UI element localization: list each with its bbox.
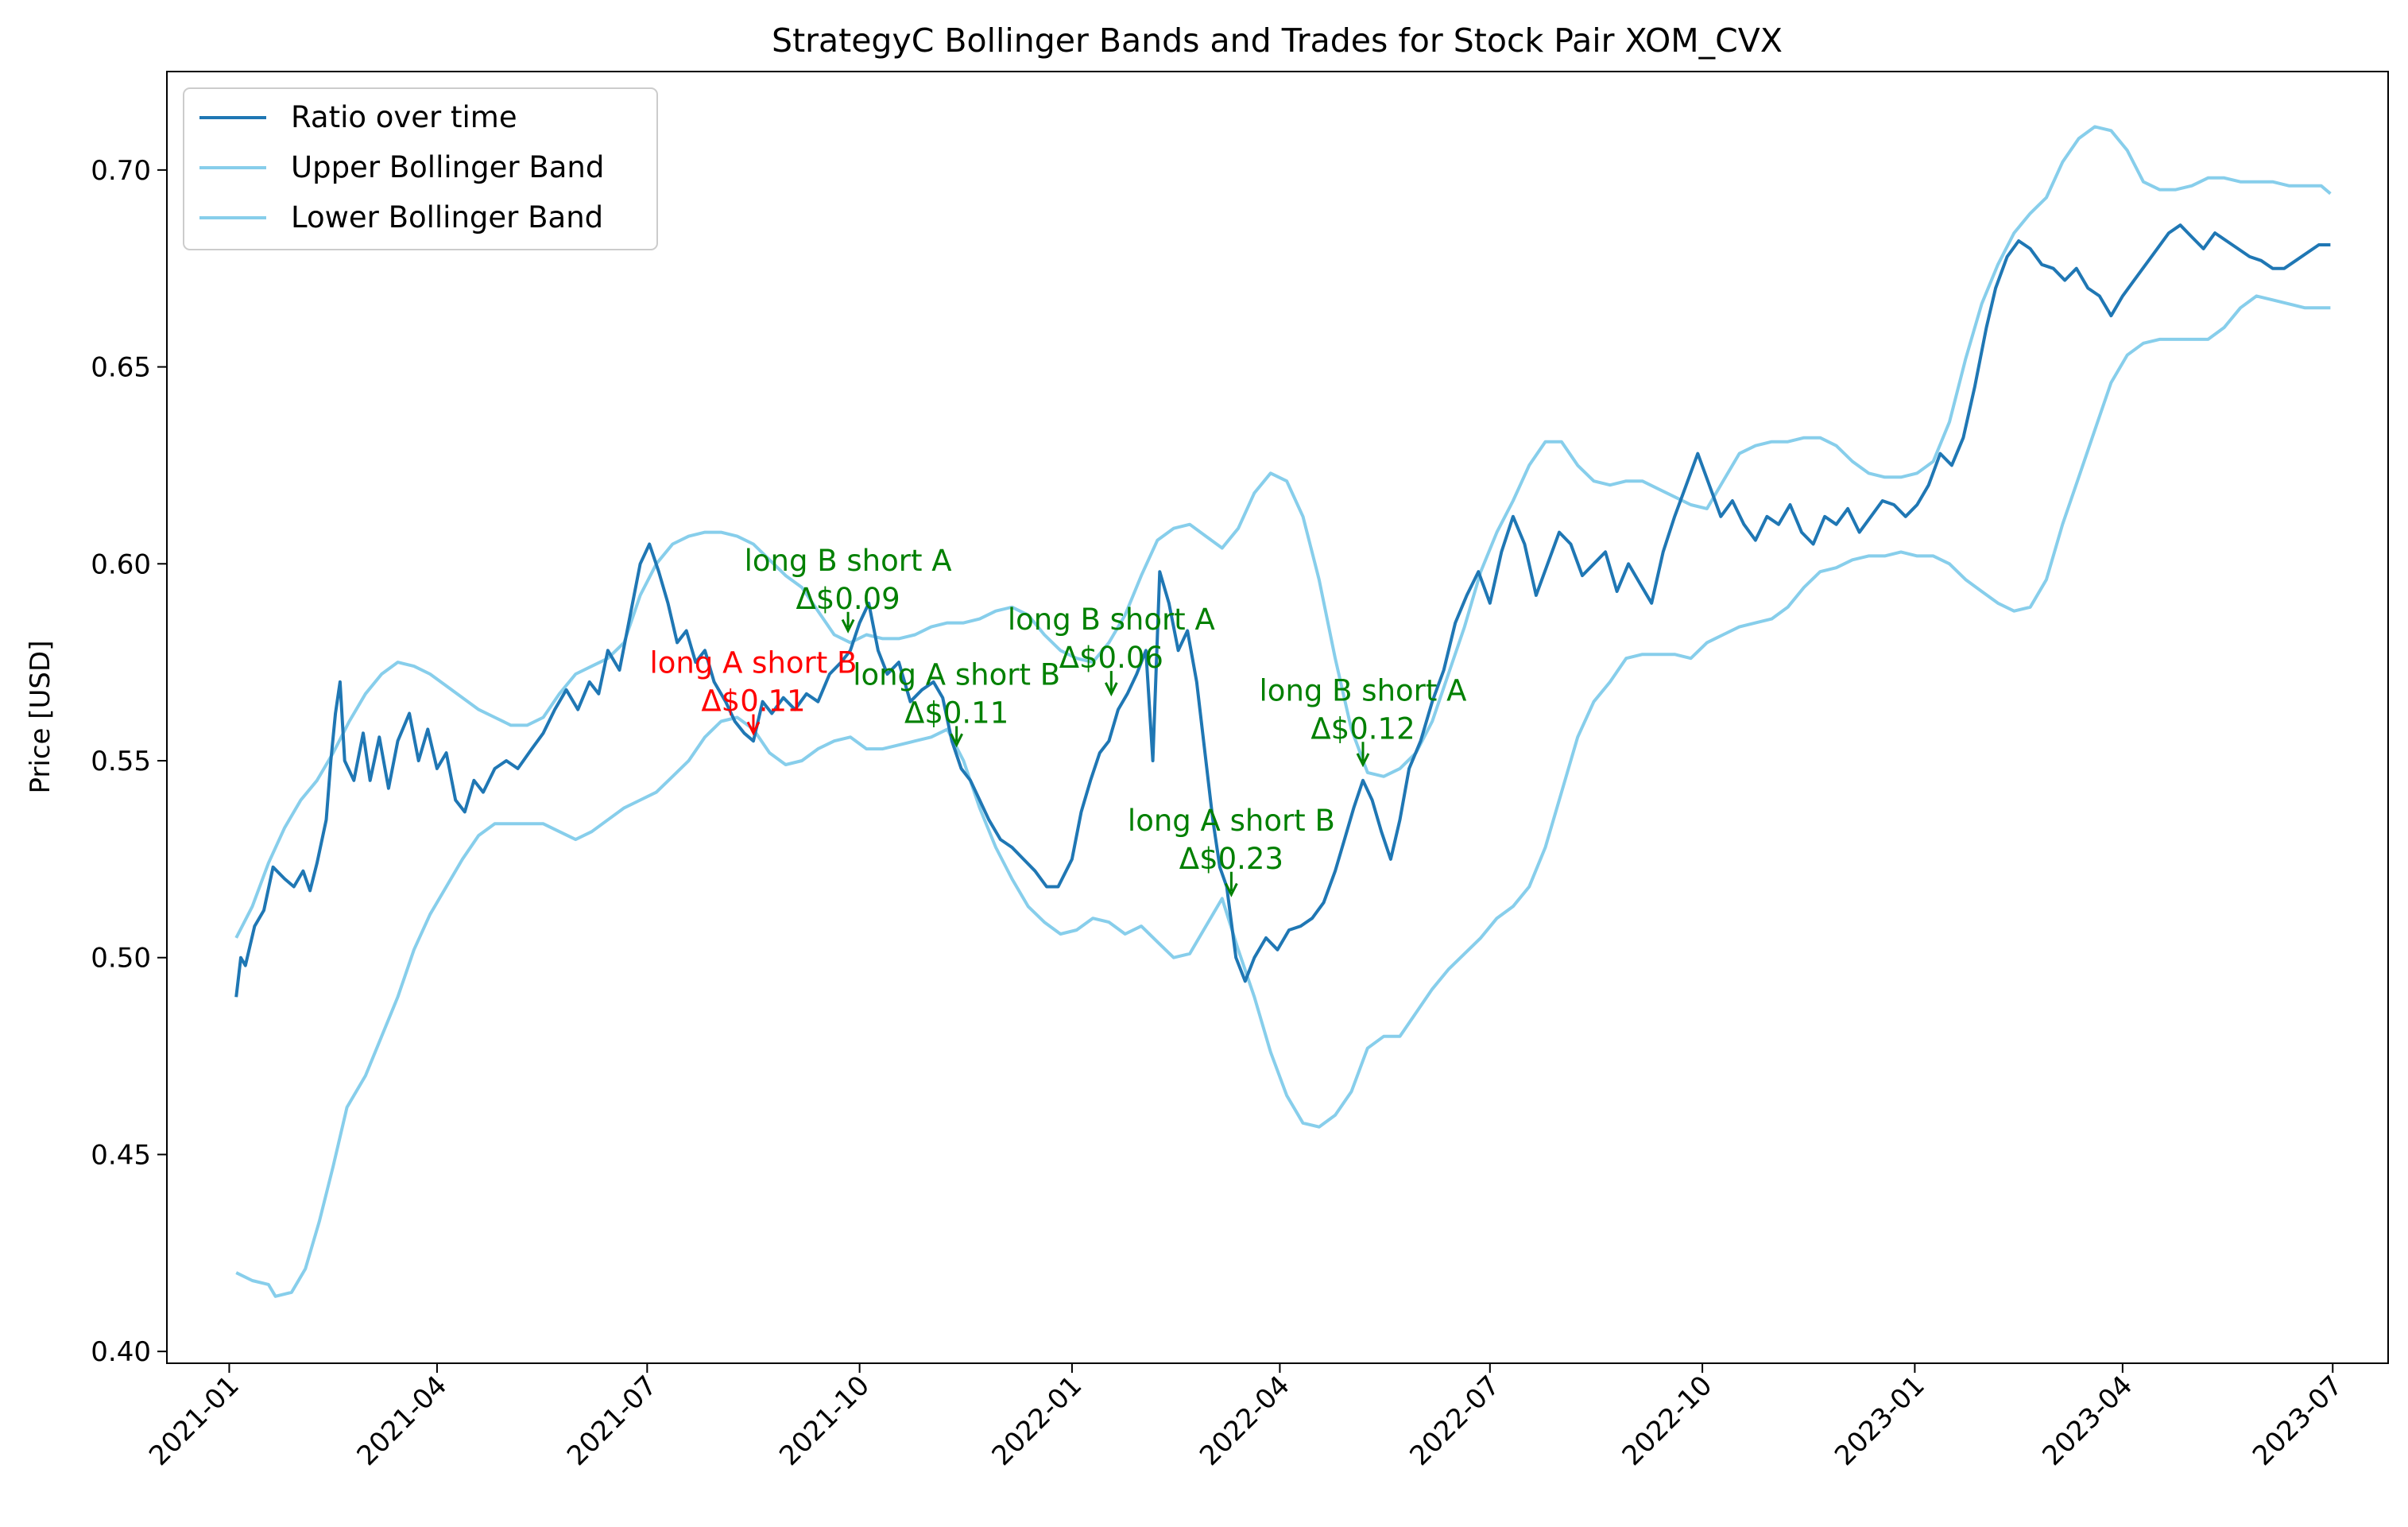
trade-annotation: long B short A Δ$0.06: [1008, 603, 1215, 697]
lower-band-line: [235, 294, 2331, 1298]
y-tick-label: 0.60: [91, 548, 151, 580]
annotation-profit-label: Δ$0.11: [904, 696, 1008, 730]
annotation-trade-label: long B short A: [745, 544, 952, 578]
chart-title: StrategyC Bollinger Bands and Trades for…: [772, 21, 1783, 60]
annotation-profit-label: Δ$0.06: [1059, 641, 1163, 675]
annotation-arrow-head: [1225, 882, 1238, 897]
y-tick-label: 0.65: [91, 352, 151, 384]
trade-annotation: long A short B Δ$0.11: [650, 646, 858, 736]
y-tick-label: 0.45: [91, 1139, 151, 1171]
annotation-profit-label: Δ$0.23: [1179, 842, 1283, 876]
trade-annotation: long A short B Δ$0.23: [1128, 804, 1335, 897]
legend-label-upper: Upper Bollinger Band: [291, 150, 604, 184]
annotation-profit-label: Δ$0.11: [701, 684, 805, 719]
trade-annotation: long B short A Δ$0.09: [745, 544, 952, 634]
ratio-line: [234, 223, 2331, 998]
y-axis: 0.40 0.45 0.50 0.55 0.60 0.65 0.70: [91, 155, 167, 1368]
upper-band-line: [234, 125, 2332, 939]
annotation-profit-label: Δ$0.12: [1310, 711, 1415, 746]
y-axis-label: Price [USD]: [25, 641, 56, 794]
trade-annotation: long B short A Δ$0.12: [1260, 673, 1467, 768]
annotation-trade-label: long A short B: [853, 657, 1060, 692]
y-tick-label: 0.50: [91, 943, 151, 975]
y-tick-label: 0.40: [91, 1336, 151, 1368]
annotation-layer: long A short B Δ$0.11 long B short A Δ$0.09…: [650, 544, 1467, 897]
trade-annotation: long A short B Δ$0.11: [853, 657, 1060, 748]
legend-frame: [183, 87, 658, 250]
annotation-trade-label: long A short B: [1128, 804, 1335, 838]
annotation-arrow-head: [1104, 682, 1118, 697]
annotation-trade-label: long B short A: [1008, 603, 1215, 637]
y-tick-label: 0.70: [91, 155, 151, 187]
annotation-trade-label: long A short B: [650, 646, 858, 680]
annotation-arrow-head: [950, 733, 963, 748]
annotation-trade-label: long B short A: [1260, 673, 1467, 707]
annotation-arrow-head: [841, 618, 855, 634]
legend: Ratio over time Upper Bollinger Band Low…: [183, 87, 658, 250]
series-layer: [234, 125, 2332, 1298]
legend-label-lower: Lower Bollinger Band: [291, 200, 603, 234]
annotation-profit-label: Δ$0.09: [796, 582, 900, 616]
y-tick-label: 0.55: [91, 746, 151, 777]
annotation-arrow-head: [1356, 753, 1370, 768]
plot-frame: [166, 71, 2389, 1364]
annotation-arrow-head: [746, 721, 761, 736]
legend-label-ratio: Ratio over time: [291, 100, 517, 134]
